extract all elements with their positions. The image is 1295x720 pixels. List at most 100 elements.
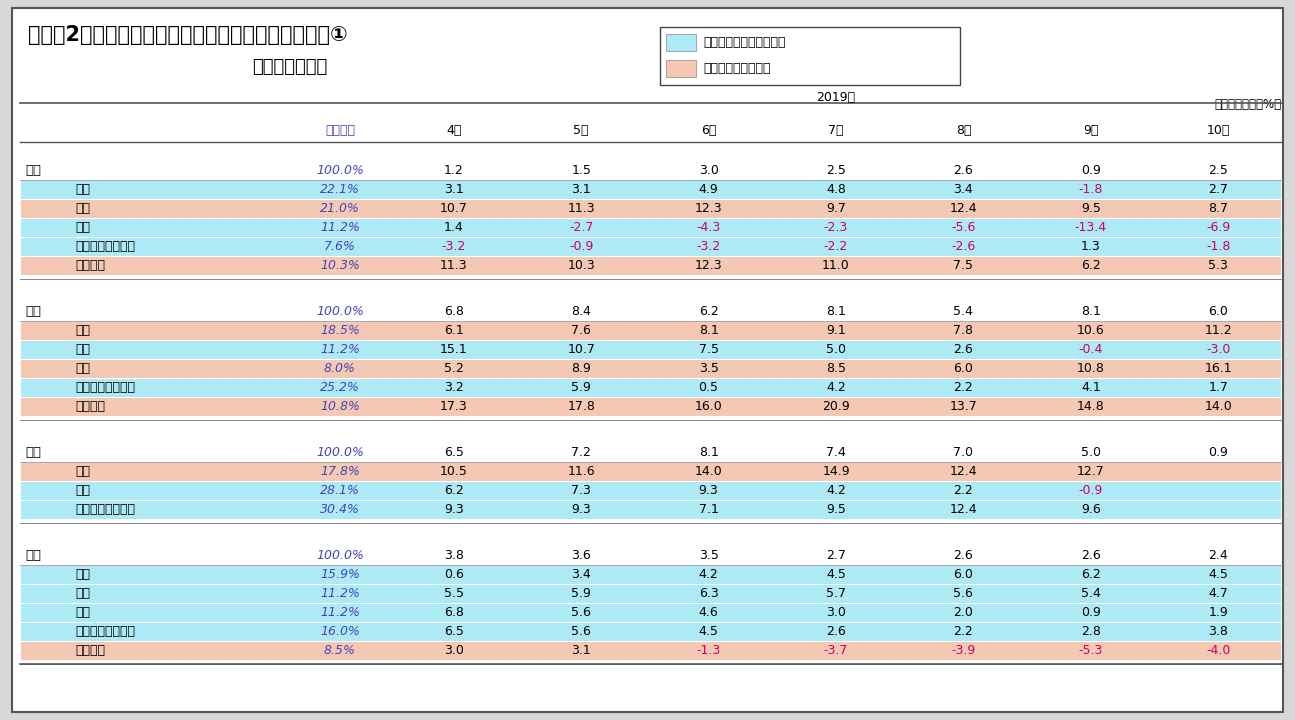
FancyBboxPatch shape bbox=[21, 322, 1281, 340]
Text: 5.6: 5.6 bbox=[571, 606, 591, 619]
FancyBboxPatch shape bbox=[21, 585, 1281, 603]
Text: 5.7: 5.7 bbox=[826, 587, 846, 600]
Text: 在庫調整がほぼ終了局面: 在庫調整がほぼ終了局面 bbox=[703, 37, 786, 50]
Text: 1.2: 1.2 bbox=[444, 164, 464, 177]
Text: 1.3: 1.3 bbox=[1081, 240, 1101, 253]
Text: 2.4: 2.4 bbox=[1208, 549, 1228, 562]
Text: 17.8: 17.8 bbox=[567, 400, 596, 413]
Text: 7.8: 7.8 bbox=[953, 324, 974, 337]
Text: 2.6: 2.6 bbox=[953, 549, 974, 562]
Text: 10.3%: 10.3% bbox=[320, 259, 360, 272]
Text: 22.1%: 22.1% bbox=[320, 183, 360, 196]
Text: -5.3: -5.3 bbox=[1079, 644, 1103, 657]
Text: 2.2: 2.2 bbox=[953, 484, 974, 497]
Text: 16.1: 16.1 bbox=[1204, 362, 1232, 375]
Text: 16.0%: 16.0% bbox=[320, 625, 360, 638]
Text: 9.7: 9.7 bbox=[826, 202, 846, 215]
Text: 12.3: 12.3 bbox=[694, 202, 723, 215]
Text: 9月: 9月 bbox=[1083, 124, 1098, 137]
Text: 17.3: 17.3 bbox=[440, 400, 467, 413]
Text: 14.0: 14.0 bbox=[694, 465, 723, 478]
Text: 8月: 8月 bbox=[956, 124, 971, 137]
Text: 6.0: 6.0 bbox=[953, 362, 974, 375]
Text: 8.4: 8.4 bbox=[571, 305, 591, 318]
Text: 7.4: 7.4 bbox=[826, 446, 846, 459]
Text: 15.1: 15.1 bbox=[440, 343, 467, 356]
Text: 2.8: 2.8 bbox=[1081, 625, 1101, 638]
Text: 17.8%: 17.8% bbox=[320, 465, 360, 478]
Text: 28.1%: 28.1% bbox=[320, 484, 360, 497]
FancyBboxPatch shape bbox=[21, 181, 1281, 199]
Text: -2.7: -2.7 bbox=[569, 221, 593, 234]
Text: 4.6: 4.6 bbox=[699, 606, 719, 619]
Text: 6.0: 6.0 bbox=[953, 568, 974, 581]
Text: 14.8: 14.8 bbox=[1077, 400, 1105, 413]
Text: 輸送機器: 輸送機器 bbox=[75, 644, 105, 657]
Text: 9.5: 9.5 bbox=[826, 503, 846, 516]
Text: 10.6: 10.6 bbox=[1077, 324, 1105, 337]
Text: 中国: 中国 bbox=[25, 549, 41, 562]
Text: 7.5: 7.5 bbox=[698, 343, 719, 356]
Text: 2.0: 2.0 bbox=[953, 606, 974, 619]
Text: 金属: 金属 bbox=[75, 324, 89, 337]
Text: 機械: 機械 bbox=[75, 362, 89, 375]
Text: 11.2: 11.2 bbox=[1204, 324, 1232, 337]
Text: -0.4: -0.4 bbox=[1079, 343, 1103, 356]
Text: 12.3: 12.3 bbox=[694, 259, 723, 272]
Text: 化学: 化学 bbox=[75, 484, 89, 497]
Text: -0.9: -0.9 bbox=[1079, 484, 1103, 497]
Text: 0.9: 0.9 bbox=[1208, 446, 1228, 459]
Text: 6.8: 6.8 bbox=[444, 305, 464, 318]
FancyBboxPatch shape bbox=[21, 482, 1281, 500]
Text: 2.6: 2.6 bbox=[1081, 549, 1101, 562]
Text: 3.5: 3.5 bbox=[698, 362, 719, 375]
Text: 2.5: 2.5 bbox=[1208, 164, 1228, 177]
Text: エレクトロニクス: エレクトロニクス bbox=[75, 625, 135, 638]
Text: 3.1: 3.1 bbox=[571, 183, 591, 196]
Text: 8.0%: 8.0% bbox=[324, 362, 356, 375]
Text: 14.9: 14.9 bbox=[822, 465, 850, 478]
Text: 化学: 化学 bbox=[75, 587, 89, 600]
Text: エレクトロニクス: エレクトロニクス bbox=[75, 381, 135, 394]
Text: 7.6: 7.6 bbox=[571, 324, 591, 337]
Text: 30.4%: 30.4% bbox=[320, 503, 360, 516]
Text: 0.9: 0.9 bbox=[1081, 606, 1101, 619]
Text: （前年同月比、%）: （前年同月比、%） bbox=[1215, 98, 1282, 111]
Text: 12.4: 12.4 bbox=[949, 503, 978, 516]
Text: 4.8: 4.8 bbox=[826, 183, 846, 196]
Text: 2.6: 2.6 bbox=[953, 164, 974, 177]
Text: -4.0: -4.0 bbox=[1206, 644, 1230, 657]
Text: 11.0: 11.0 bbox=[822, 259, 850, 272]
Text: 2.2: 2.2 bbox=[953, 381, 974, 394]
Text: 化学: 化学 bbox=[75, 202, 89, 215]
Text: 2.7: 2.7 bbox=[1208, 183, 1228, 196]
Text: 7.1: 7.1 bbox=[698, 503, 719, 516]
Text: 9.3: 9.3 bbox=[571, 503, 591, 516]
FancyBboxPatch shape bbox=[21, 256, 1281, 274]
Text: 1.9: 1.9 bbox=[1208, 606, 1228, 619]
Text: 13.7: 13.7 bbox=[949, 400, 978, 413]
Text: 7.2: 7.2 bbox=[571, 446, 591, 459]
Text: 6月: 6月 bbox=[701, 124, 716, 137]
Text: 3.8: 3.8 bbox=[444, 549, 464, 562]
Text: 4.5: 4.5 bbox=[826, 568, 846, 581]
Text: 8.5%: 8.5% bbox=[324, 644, 356, 657]
FancyBboxPatch shape bbox=[12, 8, 1283, 712]
Text: 2019年: 2019年 bbox=[816, 91, 856, 104]
Text: 3.1: 3.1 bbox=[444, 183, 464, 196]
Text: 金属: 金属 bbox=[75, 465, 89, 478]
Text: 3.6: 3.6 bbox=[571, 549, 591, 562]
Text: 3.4: 3.4 bbox=[953, 183, 974, 196]
Text: 機械: 機械 bbox=[75, 606, 89, 619]
Text: 4.9: 4.9 bbox=[699, 183, 719, 196]
Text: -0.9: -0.9 bbox=[569, 240, 593, 253]
Text: 11.3: 11.3 bbox=[567, 202, 594, 215]
Text: 2.6: 2.6 bbox=[826, 625, 846, 638]
Text: -13.4: -13.4 bbox=[1075, 221, 1107, 234]
Text: エレクトロニクス: エレクトロニクス bbox=[75, 503, 135, 516]
Text: 10.3: 10.3 bbox=[567, 259, 594, 272]
Text: 1.7: 1.7 bbox=[1208, 381, 1228, 394]
FancyBboxPatch shape bbox=[21, 462, 1281, 480]
Text: ウエート: ウエート bbox=[325, 124, 355, 137]
Text: 1.5: 1.5 bbox=[571, 164, 591, 177]
